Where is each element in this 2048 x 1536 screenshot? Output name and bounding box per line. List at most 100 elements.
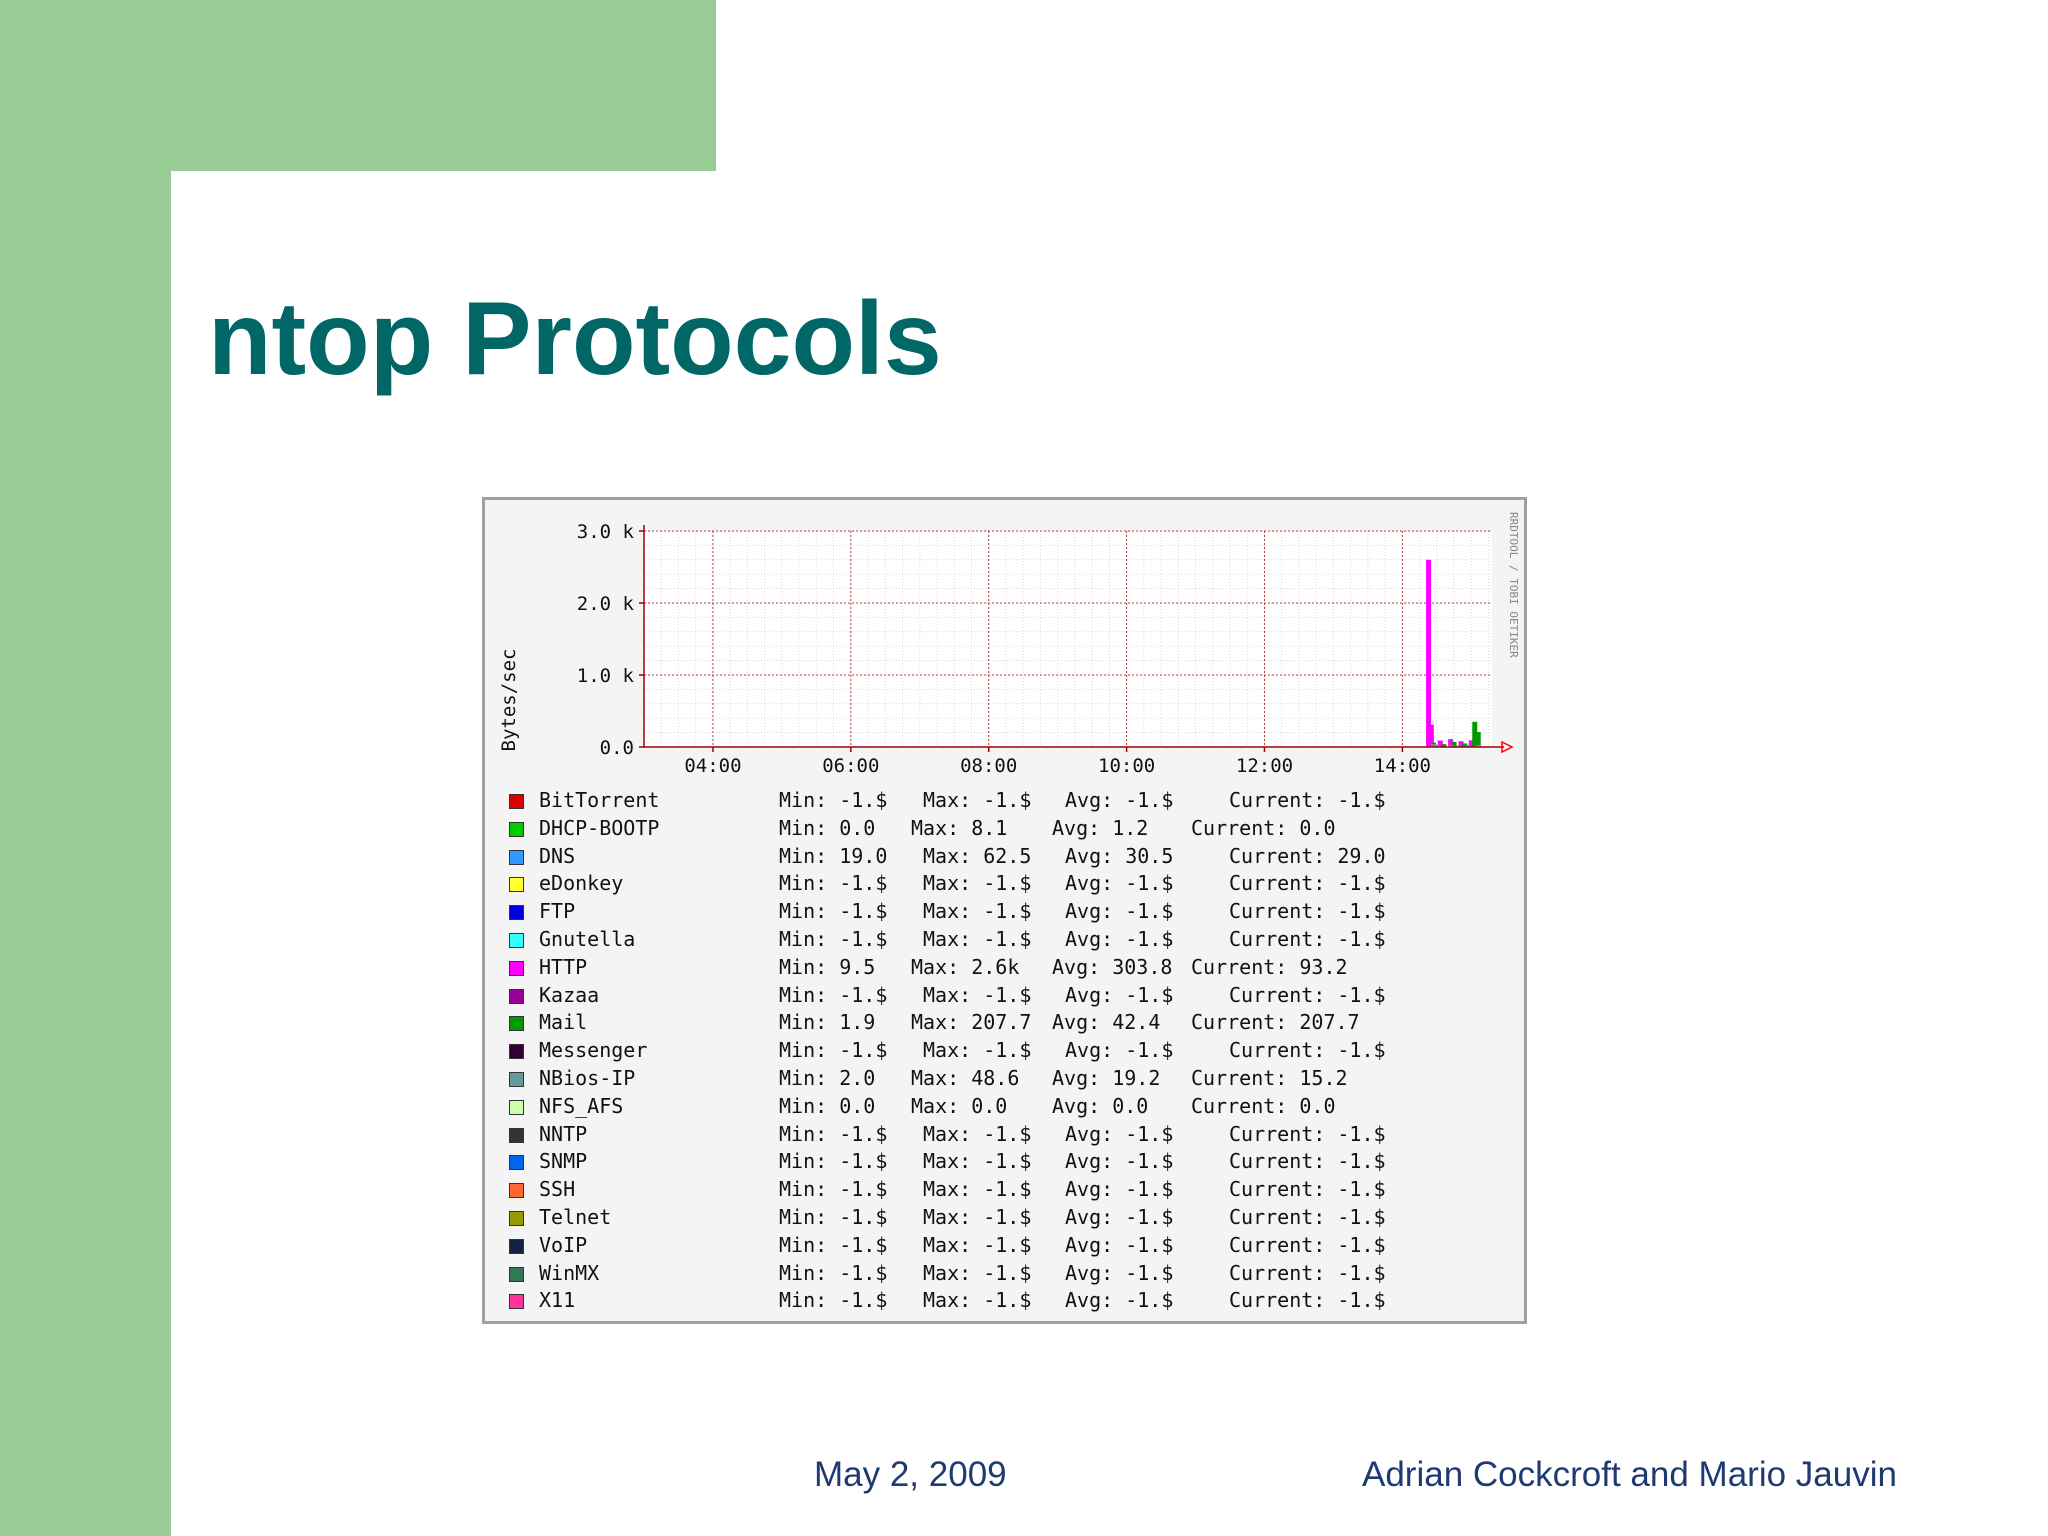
chart-axes: 0.0 1.0 k 2.0 k 3.0 k 04:00 06:00 08:00 10:00 12… [577,521,1514,777]
legend-swatch [509,1099,524,1115]
legend-protocol-name: Messenger [539,1038,648,1063]
legend-current: Current: -1.$ [1229,899,1386,924]
plot-area [644,531,1492,747]
legend-min: Min: 0.0 [779,1093,876,1118]
legend-swatch [509,960,524,976]
legend-swatch [509,794,524,809]
legend-swatch [509,1127,524,1143]
legend-current: Current: -1.$ [1229,1260,1386,1285]
legend-min: Min: 2.0 [779,1065,876,1090]
chart-grid [643,530,1492,748]
legend-current: Current: -1.$ [1229,926,1386,951]
legend-min: Min: -1.$ [779,1177,888,1202]
legend-avg: Avg: -1.$ [1065,926,1174,951]
legend-min: Min: -1.$ [779,788,888,812]
legend-protocol-name: Gnutella [539,926,636,951]
series-bar-http [1468,740,1474,747]
x-tick-label: 14:00 [1374,755,1431,777]
series-bar-http [1448,739,1454,747]
series-bar-dns [1434,744,1440,747]
legend-max: Max: -1.$ [923,1149,1032,1174]
series-bar-mail [1451,741,1457,747]
legend-max: Max: -1.$ [923,1038,1032,1063]
legend-protocol-name: Kazaa [539,982,600,1007]
legend-protocol-name: DHCP-BOOTP [539,815,660,840]
legend-min: Min: -1.$ [779,1288,888,1313]
footer-authors: Adrian Cockcroft and Mario Jauvin [1362,1455,1897,1494]
x-tick-label: 10:00 [1098,755,1155,777]
series-bar-mail [1475,732,1481,747]
legend-min: Min: 19.0 [779,843,888,868]
legend-max: Max: 8.1 [911,815,1008,840]
legend-protocol-name: NFS_AFS [539,1093,624,1118]
legend-protocol-name: Telnet [539,1204,612,1229]
legend-swatch [509,1044,524,1060]
legend-max: Max: 2.6k [911,954,1020,979]
series-bar-dns [1448,744,1454,747]
y-axis-label: Bytes/sec [498,649,520,752]
rrd-chart-panel: 0.0 1.0 k 2.0 k 3.0 k 04:00 06:00 08:00 10:00 12… [482,497,1527,1324]
legend-max: Max: -1.$ [923,982,1032,1007]
legend-min: Min: -1.$ [779,982,888,1007]
y-tick-label: 3.0 k [577,521,635,543]
y-tick-label: 0.0 [600,737,634,759]
legend-avg: Avg: -1.$ [1065,982,1174,1007]
legend-max: Max: -1.$ [923,899,1032,924]
rrdtool-watermark: RRDTOOL / TOBI OETIKER [1507,512,1520,658]
legend-max: Max: 48.6 [911,1065,1020,1090]
legend-current: Current: 207.7 [1191,1010,1360,1035]
legend-protocol-name: NBios-IP [539,1065,636,1090]
legend-current: Current: -1.$ [1229,1149,1386,1174]
rrd-chart: 0.0 1.0 k 2.0 k 3.0 k 04:00 06:00 08:00 10:00 12… [498,512,1520,777]
legend-max: Max: -1.$ [923,1177,1032,1202]
legend-min: Min: -1.$ [779,1260,888,1285]
legend-avg: Avg: 303.8 [1052,954,1173,979]
legend-min: Min: -1.$ [779,926,888,951]
legend-protocol-name: X11 [539,1288,576,1313]
legend-max: Max: -1.$ [923,788,1032,812]
legend-max: Max: -1.$ [923,1121,1032,1146]
legend-max: Max: -1.$ [923,926,1032,951]
legend-max: Max: 207.7 [911,1010,1032,1035]
legend-max: Max: 0.0 [911,1093,1008,1118]
legend-swatch [509,1183,524,1199]
x-axis-arrow [1501,740,1514,754]
legend-avg: Avg: -1.$ [1065,1204,1174,1229]
legend-protocol-name: DNS [539,843,576,868]
legend-current: Current: -1.$ [1229,1121,1386,1146]
legend-avg: Avg: -1.$ [1065,788,1174,812]
series-bar-dns [1465,744,1471,747]
legend-protocol-name: SSH [539,1177,576,1202]
legend-max: Max: -1.$ [923,871,1032,896]
legend-max: Max: -1.$ [923,1288,1032,1313]
legend-current: Current: -1.$ [1229,982,1386,1007]
legend-swatch [509,821,524,837]
legend-current: Current: -1.$ [1229,1177,1386,1202]
legend-protocol-name: eDonkey [539,871,624,896]
legend-protocol-name: NNTP [539,1121,588,1146]
legend-swatch [509,988,524,1004]
legend-min: Min: 0.0 [779,815,876,840]
legend-max: Max: -1.$ [923,1204,1032,1229]
legend-min: Min: 9.5 [779,954,876,979]
legend-current: Current: -1.$ [1229,1232,1386,1257]
legend-protocol-name: HTTP [539,954,588,979]
slide-background-left-band [0,0,171,1536]
legend-avg: Avg: -1.$ [1065,1149,1174,1174]
legend-min: Min: -1.$ [779,1121,888,1146]
y-tick-label: 2.0 k [577,593,635,615]
legend-protocol-name: Mail [539,1010,588,1035]
legend-min: Min: -1.$ [779,1204,888,1229]
series-bar-mail [1461,743,1467,747]
legend-current: Current: 29.0 [1229,843,1386,868]
legend-avg: Avg: -1.$ [1065,1121,1174,1146]
series-bar-http [1428,724,1434,747]
legend-swatch [509,849,524,865]
x-tick-label: 06:00 [822,755,879,777]
x-tick-label: 04:00 [684,755,741,777]
footer-date: May 2, 2009 [814,1455,1007,1494]
legend-avg: Avg: -1.$ [1065,1260,1174,1285]
legend-protocol-name: FTP [539,899,576,924]
series-bar-http [1437,740,1443,747]
legend-protocol-name: SNMP [539,1149,588,1174]
